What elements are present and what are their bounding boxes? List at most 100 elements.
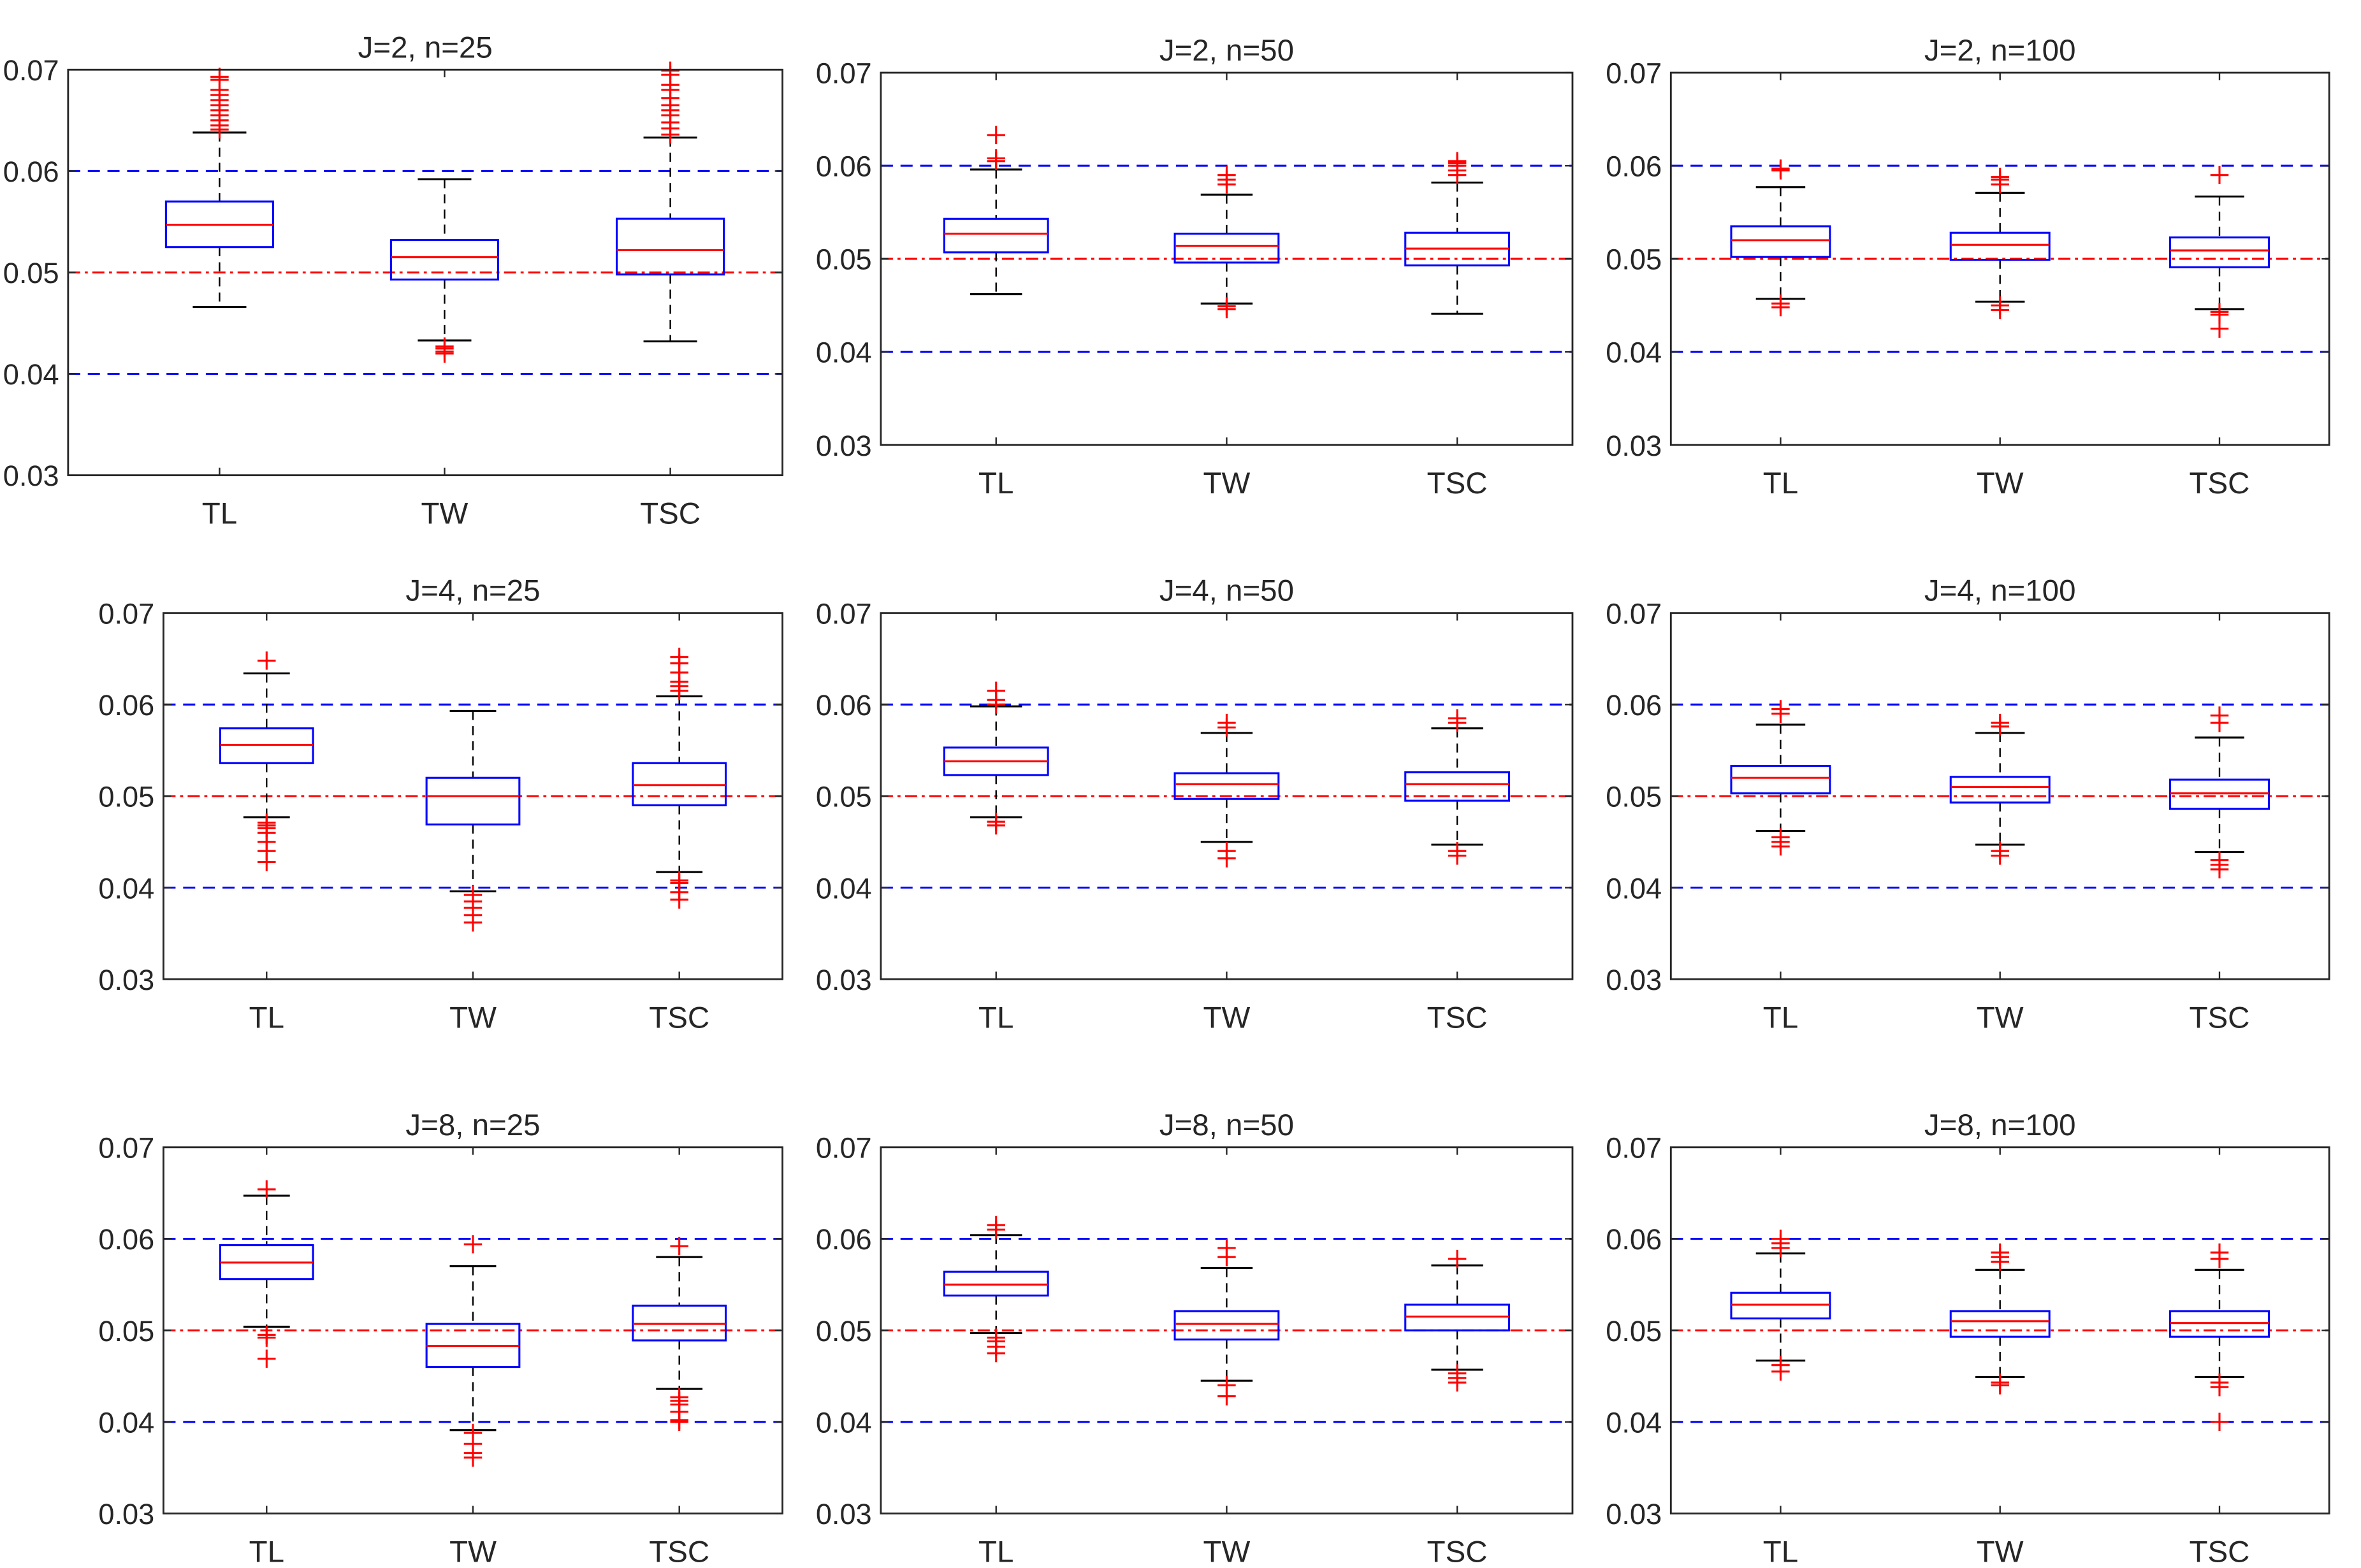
axes-frame	[67, 68, 783, 477]
iqr-box	[1173, 233, 1280, 264]
box-tl: TL	[943, 73, 1049, 500]
x-tick-label: TL	[1763, 1535, 1798, 1568]
outlier-marker	[1217, 297, 1236, 316]
y-tick-label: 0.07	[98, 1131, 154, 1164]
outlier-marker	[1771, 298, 1790, 317]
y-tick-label: 0.07	[816, 57, 872, 90]
x-tick-label: TSC	[2190, 467, 2250, 500]
x-tick-label: TW	[1977, 467, 2024, 500]
y-tick-label: 0.07	[1606, 1131, 1662, 1164]
iqr-box	[615, 217, 725, 276]
axes-frame	[1669, 71, 2330, 446]
y-tick-label: 0.03	[3, 460, 59, 492]
x-tick-label: TSC	[640, 497, 701, 531]
x-tick-label: TL	[202, 497, 237, 531]
axes-frame	[1669, 1146, 2330, 1514]
y-tick-label: 0.07	[3, 54, 59, 87]
box-tw: TW	[425, 613, 521, 1034]
x-tick-label: TL	[978, 1001, 1013, 1034]
y-tick-label: 0.04	[98, 872, 154, 904]
y-tick-label: 0.05	[816, 1315, 872, 1347]
iqr-box	[425, 776, 521, 826]
y-tick-label: 0.06	[98, 1223, 154, 1256]
y-tick-label: 0.03	[98, 964, 154, 996]
panel-title: J=4, n=50	[1159, 574, 1294, 608]
outlier-marker	[1217, 713, 1236, 732]
y-tick-label: 0.03	[816, 964, 872, 996]
outlier-marker	[1991, 713, 2009, 732]
y-tick-label: 0.07	[1606, 597, 1662, 630]
box-tsc: TSC	[632, 1147, 727, 1568]
axes-frame	[880, 612, 1574, 980]
x-tick-label: TL	[978, 1535, 1013, 1568]
y-tick-label: 0.03	[816, 430, 872, 462]
x-tick-label: TSC	[2190, 1535, 2250, 1568]
panel-2: J=2, n=50 0.03 0.04 0.05 0.06 0.07 TL TW TSC	[816, 34, 1574, 500]
box-tsc: TSC	[615, 61, 725, 531]
outlier-marker	[2210, 706, 2229, 725]
outlier-marker	[2210, 319, 2229, 338]
y-tick-label: 0.03	[1606, 964, 1662, 996]
box-tsc: TSC	[1404, 613, 1511, 1034]
y-tick-label: 0.03	[816, 1498, 872, 1530]
panel-title: J=8, n=25	[405, 1108, 540, 1142]
iqr-box	[1949, 1310, 2051, 1338]
panel-4: J=4, n=25 0.03 0.04 0.05 0.06 0.07 TL TW TSC	[98, 574, 783, 1034]
panel-9: J=8, n=100 0.03 0.04 0.05 0.06 0.07 TL TW TSC	[1606, 1108, 2330, 1568]
box-tsc: TSC	[2168, 1147, 2270, 1568]
x-tick-label: TSC	[1427, 467, 1488, 500]
box-tsc: TSC	[632, 613, 727, 1034]
box-tw: TW	[425, 1147, 521, 1568]
y-tick-label: 0.05	[3, 257, 59, 289]
outlier-marker	[661, 61, 679, 80]
y-tick-label: 0.05	[816, 243, 872, 276]
outlier-marker	[1217, 1238, 1236, 1258]
x-tick-label: TL	[1763, 1001, 1798, 1034]
x-tick-label: TW	[1203, 467, 1251, 500]
outlier-marker	[435, 337, 454, 356]
iqr-box	[1173, 1310, 1280, 1341]
y-tick-label: 0.06	[98, 689, 154, 722]
x-tick-label: TW	[421, 497, 469, 531]
outlier-marker	[258, 1328, 276, 1347]
y-tick-label: 0.04	[3, 358, 59, 391]
y-tick-label: 0.07	[1606, 57, 1662, 90]
panel-title: J=8, n=100	[1924, 1108, 2076, 1142]
x-tick-label: TSC	[1427, 1001, 1488, 1034]
x-tick-label: TSC	[2190, 1001, 2250, 1034]
panel-title: J=2, n=100	[1924, 34, 2076, 68]
outlier-marker	[1991, 301, 2009, 319]
x-tick-label: TL	[249, 1001, 284, 1034]
outlier-marker	[1991, 168, 2009, 186]
y-tick-label: 0.06	[816, 1223, 872, 1256]
y-tick-label: 0.04	[816, 337, 872, 369]
outlier-marker	[1771, 1230, 1790, 1248]
y-tick-label: 0.05	[98, 781, 154, 813]
x-tick-label: TSC	[649, 1535, 709, 1568]
outlier-marker	[1448, 1249, 1467, 1268]
y-tick-label: 0.06	[1606, 1223, 1662, 1256]
axes-frame	[163, 612, 783, 980]
box-tsc: TSC	[2168, 613, 2270, 1034]
axes-frame	[880, 1146, 1574, 1514]
iqr-box	[1173, 772, 1280, 800]
x-tick-label: TSC	[649, 1001, 709, 1034]
y-tick-label: 0.07	[816, 597, 872, 630]
iqr-box	[389, 239, 500, 281]
iqr-box	[1404, 771, 1511, 802]
y-tick-label: 0.06	[816, 150, 872, 183]
axes-frame	[1669, 612, 2330, 980]
outlier-marker	[210, 68, 229, 86]
x-tick-label: TL	[249, 1535, 284, 1568]
outlier-marker	[2210, 166, 2229, 184]
outlier-marker	[2210, 1377, 2229, 1397]
outlier-marker	[1217, 166, 1236, 184]
box-tl: TL	[164, 68, 275, 531]
y-tick-label: 0.06	[1606, 689, 1662, 722]
outlier-marker	[1217, 849, 1236, 867]
iqr-box	[1949, 776, 2051, 804]
x-tick-label: TW	[1203, 1535, 1251, 1568]
panel-title: J=4, n=100	[1924, 574, 2076, 608]
outlier-marker	[1991, 1243, 2009, 1262]
